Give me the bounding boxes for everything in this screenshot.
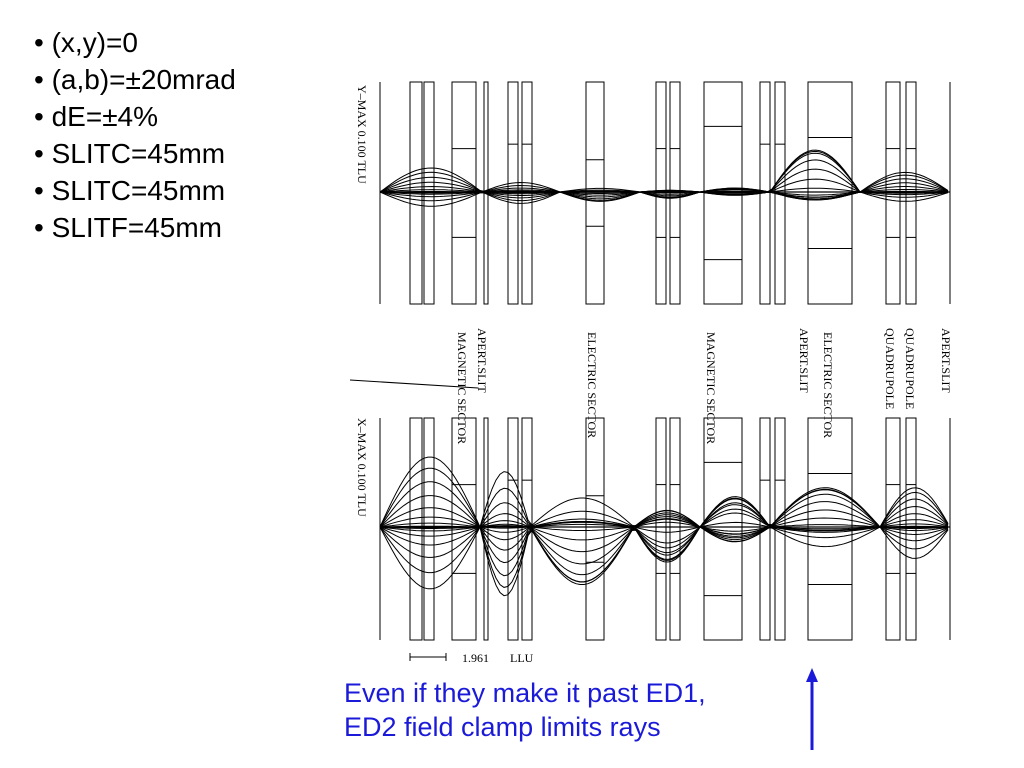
label-quadrupole-1: QUADRUPOLE <box>883 328 897 409</box>
list-item: dE=±4% <box>34 98 236 135</box>
element-labels: MAGNETIC SECTOR APERT.SLIT ELECTRIC SECT… <box>455 328 953 444</box>
scale-bar-unit: LLU <box>510 651 534 665</box>
list-item: SLITF=45mm <box>34 209 236 246</box>
scale-bar: 1.961 LLU <box>409 651 534 665</box>
label-magnetic-sector-2: MAGNETIC SECTOR <box>704 332 718 444</box>
annotation-line-2: ED2 field clamp limits rays <box>344 712 661 742</box>
list-item: (a,b)=±20mrad <box>34 61 236 98</box>
label-electric-sector-1: ELECTRIC SECTOR <box>585 332 599 438</box>
list-item: (x,y)=0 <box>34 24 236 61</box>
top-axis-label: Y–MAX 0.100 TLU <box>355 85 369 184</box>
ray-traces-bottom <box>379 456 949 597</box>
list-item: SLITC=45mm <box>34 172 236 209</box>
label-apert-slit-2: APERT.SLIT <box>797 328 811 393</box>
annotation-line-1: Even if they make it past ED1, <box>344 678 706 708</box>
beam-parameter-list: (x,y)=0 (a,b)=±20mrad dE=±4% SLITC=45mm … <box>34 24 236 246</box>
label-apert-slit-1: APERT.SLIT <box>475 328 489 393</box>
label-magnetic-sector-1: MAGNETIC SECTOR <box>455 332 469 444</box>
bottom-axis-label: X–MAX 0.100 TLU <box>355 418 369 517</box>
ray-traces-top <box>379 149 949 207</box>
up-arrow-icon <box>806 668 818 750</box>
label-quadrupole-2: QUADRUPOLE <box>903 328 917 409</box>
scale-bar-value: 1.961 <box>462 651 489 665</box>
annotation-note: Even if they make it past ED1, ED2 field… <box>344 676 706 744</box>
label-electric-sector-2: ELECTRIC SECTOR <box>821 332 835 438</box>
label-apert-slit-3: APERT.SLIT <box>939 328 953 393</box>
list-item: SLITC=45mm <box>34 135 236 172</box>
pointer-line <box>349 379 479 389</box>
